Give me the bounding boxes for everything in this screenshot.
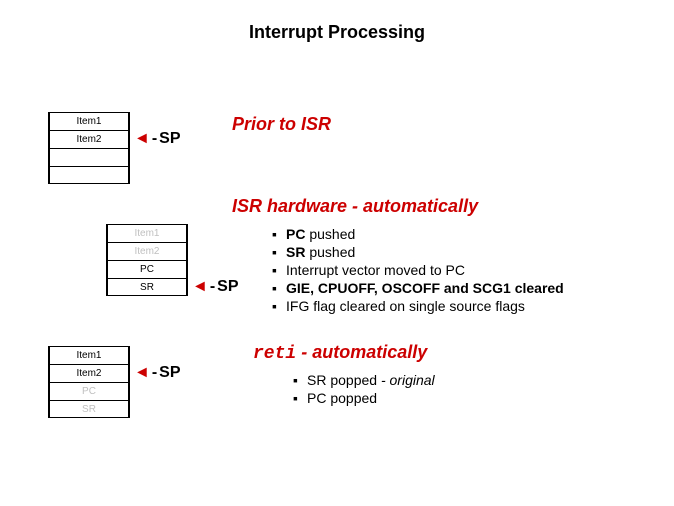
stack-cell: Item2 [50, 364, 128, 382]
stack-cell: SR [108, 278, 186, 296]
stack-cell: SR [50, 400, 128, 418]
sp-dash: - [210, 278, 215, 296]
stack-cell [50, 166, 128, 184]
bullets-isr: PC pushed SR pushed Interrupt vector moved… [232, 224, 564, 316]
sp-arrow-icon: ◄ [192, 278, 208, 296]
sp-arrow-icon: ◄ [134, 130, 150, 148]
sp-pointer-isr: ◄-SP [192, 278, 239, 296]
bullet-item: GIE, CPUOFF, OSCOFF and SCG1 cleared [272, 280, 564, 296]
stack-cell: Item2 [50, 130, 128, 148]
bullet-item: PC popped [293, 390, 435, 406]
section-heading-reti: reti - automatically [253, 342, 427, 364]
sp-dash: - [152, 364, 157, 382]
page-title: Interrupt Processing [0, 22, 674, 43]
stack-cell: PC [108, 260, 186, 278]
stack-cell: Item1 [50, 346, 128, 364]
stack-cell: Item1 [50, 112, 128, 130]
sp-dash: - [152, 130, 157, 148]
sp-pointer-reti: ◄-SP [134, 364, 181, 382]
stack-cell: Item2 [108, 242, 186, 260]
stack-prior: Item1Item2 [48, 112, 130, 184]
bullets-reti: SR popped - original PC popped [253, 370, 435, 408]
sp-label: SP [217, 278, 238, 296]
stack-isr: Item1Item2PCSR [106, 224, 188, 296]
stack-cell: PC [50, 382, 128, 400]
sp-label: SP [159, 364, 180, 382]
stack-reti: Item1Item2PCSR [48, 346, 130, 418]
stack-cell: Item1 [108, 224, 186, 242]
sp-label: SP [159, 130, 180, 148]
bullet-item: SR pushed [272, 244, 564, 260]
section-heading-prior: Prior to ISR [232, 114, 331, 135]
section-heading-isr: ISR hardware - automatically [232, 196, 478, 217]
sp-arrow-icon: ◄ [134, 364, 150, 382]
bullet-item: IFG flag cleared on single source flags [272, 298, 564, 314]
bullet-item: SR popped - original [293, 372, 435, 388]
sp-pointer-prior: ◄-SP [134, 130, 181, 148]
stack-cell [50, 148, 128, 166]
bullet-item: PC pushed [272, 226, 564, 242]
bullet-item: Interrupt vector moved to PC [272, 262, 564, 278]
